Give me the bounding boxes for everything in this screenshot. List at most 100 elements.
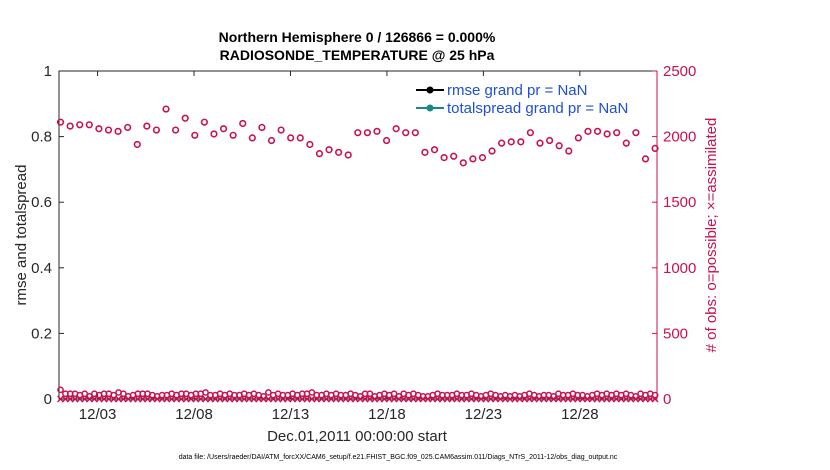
possible-obs-point (344, 151, 352, 159)
possible-obs-point (526, 129, 535, 137)
possible-obs-point (152, 126, 161, 134)
possible-obs-point (267, 136, 276, 145)
possible-obs-point (478, 153, 487, 162)
right-tick-label: 0 (663, 391, 671, 408)
possible-obs-point (459, 159, 467, 167)
possible-obs-point (440, 153, 448, 162)
possible-obs-point (114, 127, 122, 135)
possible-obs-point (555, 142, 563, 150)
possible-obs-point (104, 126, 113, 134)
possible-obs-point (613, 129, 621, 137)
possible-obs-point-low (110, 391, 118, 399)
possible-obs-point (430, 146, 439, 154)
possible-obs-point (565, 147, 573, 155)
data-file-footnote: data file: /Users/raeder/DAI/ATM_forcXX/… (179, 454, 618, 461)
possible-obs-point (239, 119, 247, 128)
possible-obs-point (229, 131, 237, 139)
possible-obs-point (411, 129, 419, 137)
possible-obs-point (95, 125, 103, 133)
possible-obs-point (56, 118, 65, 126)
possible-obs-point-low (202, 389, 209, 396)
chart-subtitle: RADIOSONDE_TEMPERATURE @ 25 hPa (220, 47, 495, 63)
possible-obs-point-low (390, 390, 398, 398)
possible-obs-point (85, 121, 93, 129)
possible-obs-point-low (366, 390, 374, 398)
x-tick-label: 12/13 (272, 406, 310, 423)
left-tick-label: 1 (44, 63, 52, 80)
possible-obs-point (421, 148, 429, 156)
possible-obs-point (536, 139, 544, 147)
legend-totalspread-marker (426, 104, 434, 112)
possible-obs-point (622, 139, 630, 147)
possible-obs-point (181, 114, 189, 122)
possible-obs-point (172, 126, 180, 134)
left-tick-label: 0.2 (31, 325, 52, 342)
possible-obs-point (258, 123, 266, 132)
possible-obs-point (296, 134, 304, 142)
possible-obs-point (354, 129, 362, 137)
possible-obs-point (469, 155, 477, 163)
right-tick-label: 1500 (663, 194, 696, 211)
possible-obs-point (325, 146, 333, 154)
chart-title: Northern Hemisphere 0 / 126866 = 0.000% (219, 29, 496, 45)
y-axis-left-label: rmse and totalspread (13, 165, 30, 306)
possible-obs-point (574, 134, 582, 142)
x-tick-label: 12/23 (465, 406, 503, 423)
possible-obs-point (143, 122, 151, 130)
left-tick-label: 0.8 (31, 129, 52, 146)
possible-obs-point (632, 129, 640, 137)
possible-obs-point (133, 140, 141, 149)
possible-obs-point-low (651, 391, 659, 399)
possible-obs-point (517, 138, 525, 146)
possible-obs-point (315, 150, 324, 158)
possible-obs-point (277, 126, 285, 134)
possible-obs-point (507, 138, 515, 146)
x-tick-label: 12/18 (368, 406, 406, 423)
legend-totalspread-label: totalspread grand pr = NaN (447, 100, 628, 117)
possible-obs-point (335, 148, 343, 156)
right-tick-label: 1000 (663, 260, 696, 277)
possible-obs-point (373, 127, 381, 135)
assimilated-obs-point (651, 395, 659, 403)
right-tick-label: 2500 (663, 63, 696, 80)
possible-obs-point (641, 155, 650, 163)
possible-obs-point (392, 125, 400, 133)
legend: rmse grand pr = NaN totalspread grand pr… (416, 82, 628, 117)
y-axis-right-label: # of obs: o=possible; ×=assimilated (703, 118, 720, 353)
possible-obs-point (306, 140, 314, 149)
possible-obs-point (382, 136, 391, 145)
possible-obs-point (162, 105, 170, 113)
x-tick-label: 12/08 (175, 406, 213, 423)
possible-obs-point-low (81, 390, 89, 398)
x-axis-label: Dec.01,2011 00:00:00 start (267, 428, 448, 445)
possible-obs-point (488, 147, 496, 155)
possible-obs-point (210, 130, 218, 138)
possible-obs-point (651, 144, 659, 153)
possible-obs-point (219, 125, 228, 133)
possible-obs-point-low (265, 389, 272, 396)
possible-obs-point (191, 131, 199, 139)
possible-obs-point (66, 122, 74, 130)
left-tick-label: 0.6 (31, 194, 52, 211)
possible-obs-point-low (308, 389, 316, 396)
possible-obs-point (545, 136, 554, 145)
legend-rmse-marker (426, 86, 434, 94)
x-tick-label: 12/28 (561, 406, 599, 423)
possible-obs-point (248, 134, 256, 142)
right-tick-label: 2000 (663, 129, 696, 146)
possible-obs-point (76, 121, 84, 129)
left-tick-label: 0.4 (31, 260, 52, 277)
possible-obs-point (363, 129, 371, 137)
possible-obs-point (584, 127, 592, 135)
possible-obs-point (450, 152, 458, 160)
possible-obs-point (593, 127, 602, 135)
possible-obs-point (603, 130, 611, 138)
legend-rmse-label: rmse grand pr = NaN (447, 82, 587, 99)
possible-obs-point (287, 134, 295, 142)
right-tick-label: 500 (663, 325, 688, 342)
x-tick-label: 12/03 (79, 406, 117, 423)
possible-obs-point (402, 129, 410, 137)
possible-obs-point-low (120, 390, 127, 398)
possible-obs-point-low (57, 386, 64, 394)
